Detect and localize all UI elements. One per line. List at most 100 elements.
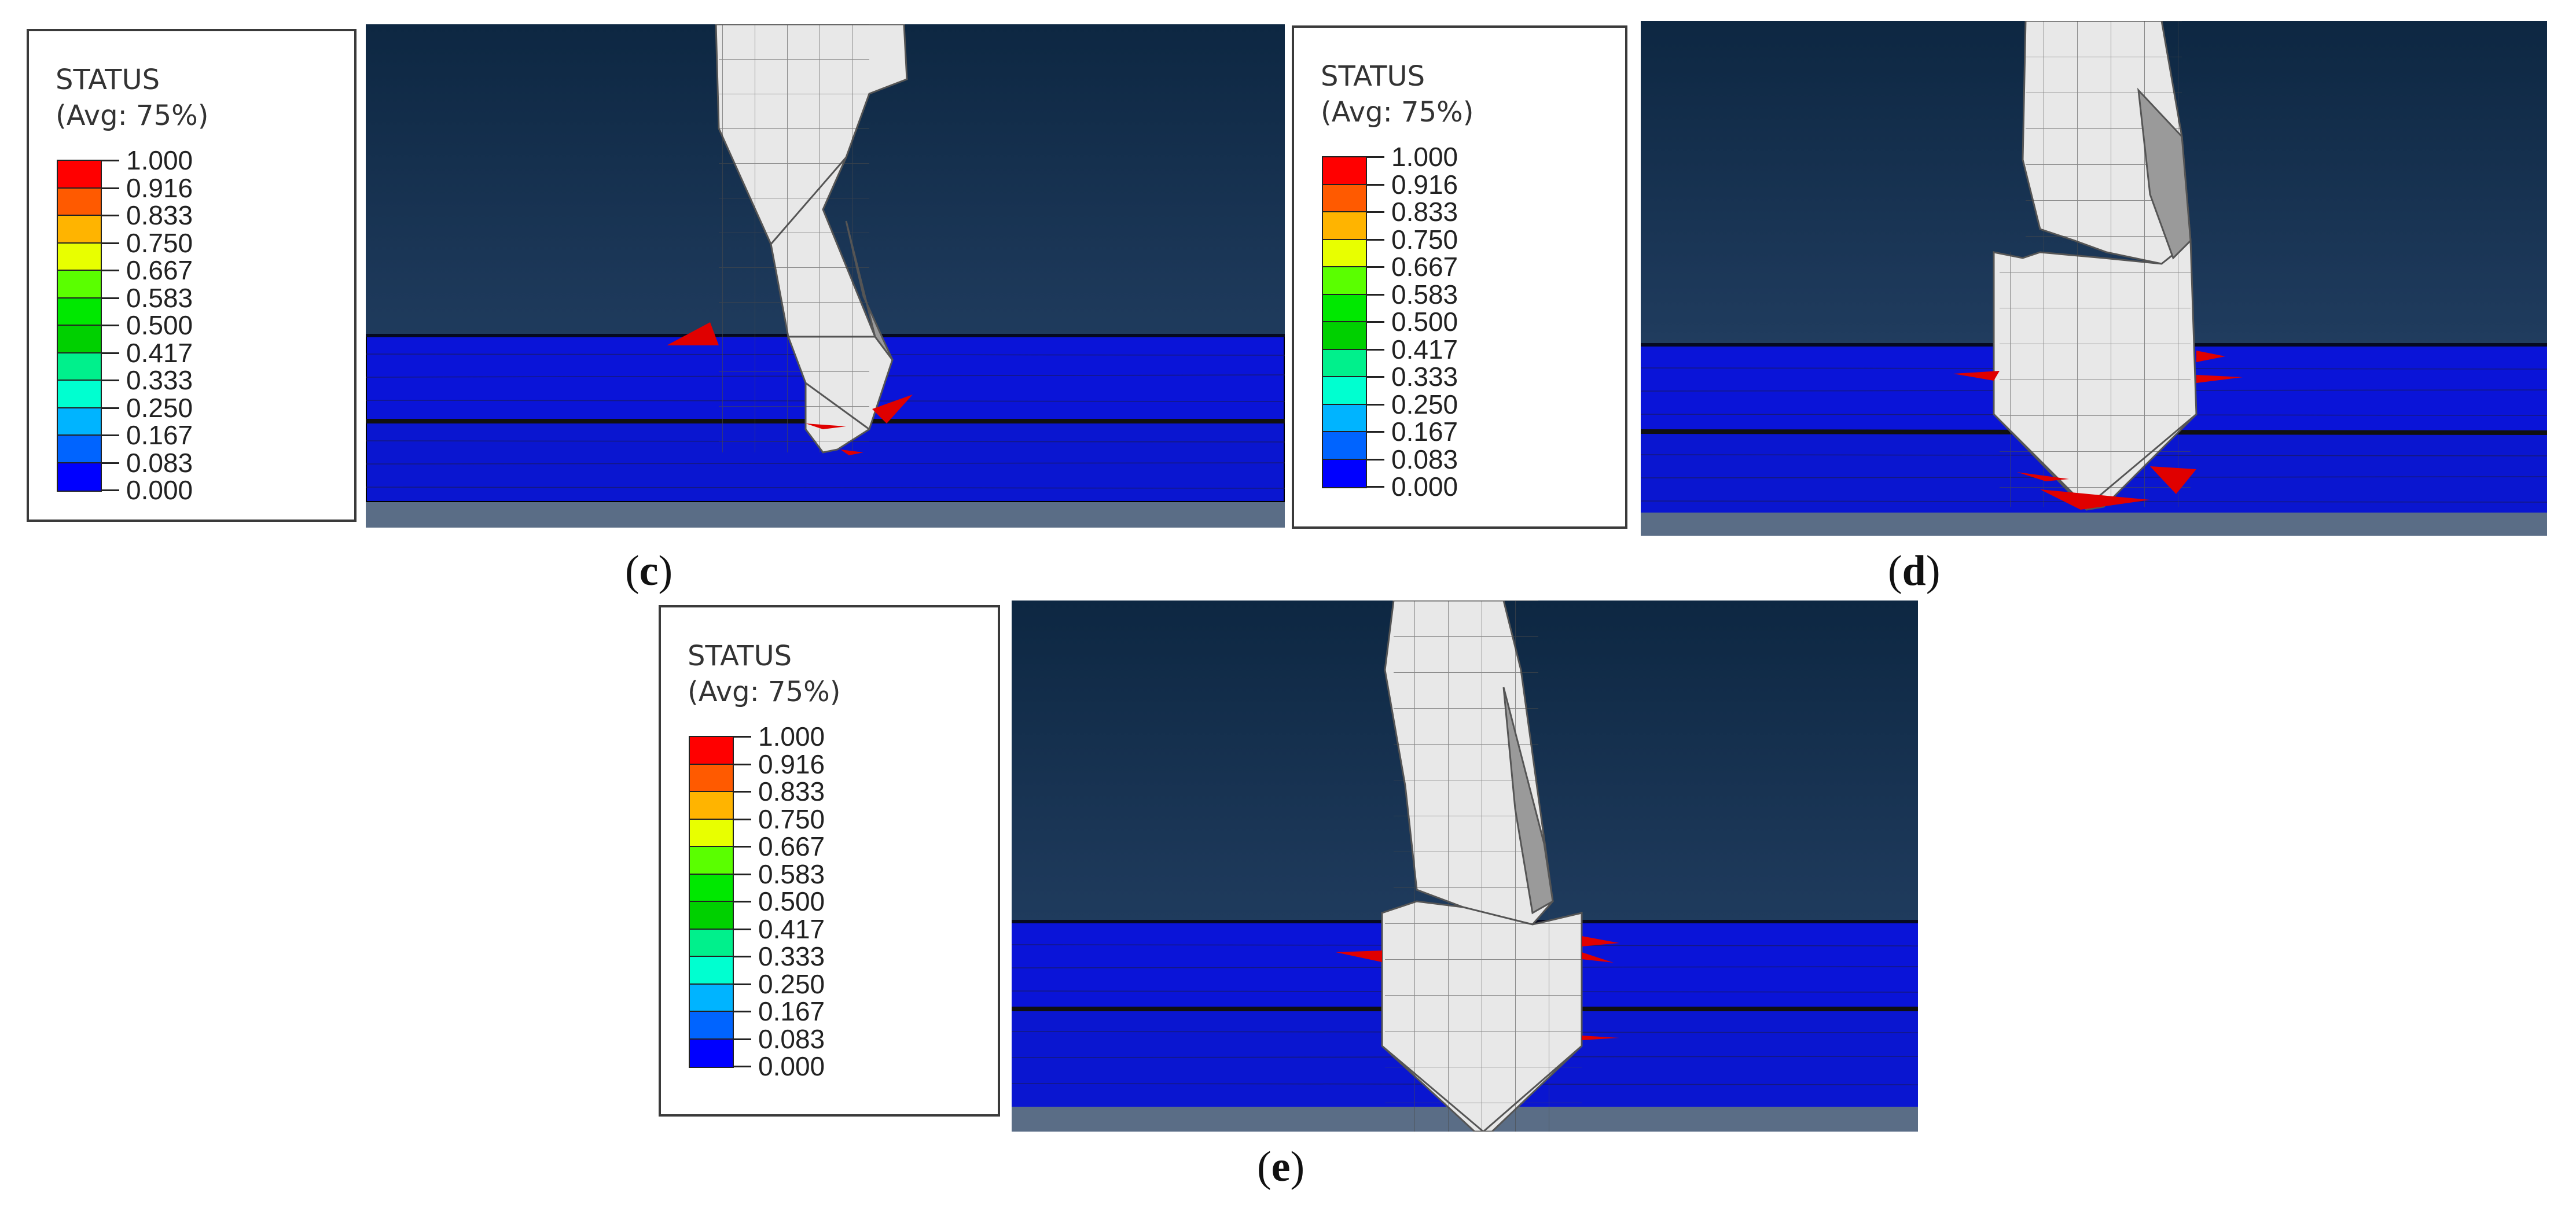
legend-title: STATUS [688,640,792,672]
legend-tick [102,352,119,354]
legend-avg: (Avg: 75%) [56,100,209,132]
legend-swatch [1323,432,1366,460]
legend-tick [102,215,119,216]
legend-color-bar [1322,156,1367,488]
legend-tick [734,763,751,765]
drill-bit [715,24,908,454]
legend-tick [1367,238,1384,241]
legend-tick [734,818,751,820]
caption-d: (d) [1888,547,1941,595]
legend-tick [102,434,119,436]
legend-value: 0.750 [1391,224,1458,255]
legend-value: 0.000 [758,1051,825,1081]
status-legend-d: STATUS (Avg: 75%) 1.000 0.916 0.833 0.750 0.… [1292,25,1627,529]
legend-swatch [58,408,101,436]
legend-swatch [58,381,101,408]
legend-swatch [1323,267,1366,295]
legend-swatch [1323,404,1366,432]
legend-swatch [690,847,733,875]
status-legend-c: STATUS (Avg: 75%) 1.000 0.916 0.833 0.750 0.… [27,29,357,522]
drill-bit [1993,21,2197,511]
legend-tick [734,1011,751,1012]
damage-zones [1953,351,2243,510]
legend-value: 0.750 [758,804,825,834]
simulation-panel-d [1641,21,2547,536]
legend-swatch [690,737,733,765]
legend-swatch [690,874,733,902]
legend-swatch [58,298,101,326]
legend-value: 0.916 [1391,169,1458,200]
legend-value: 1.000 [126,145,193,175]
legend-tick [734,956,751,957]
legend-color-bar [689,736,734,1068]
legend-tick [102,242,119,244]
legend-tick [102,297,119,299]
legend-value: 0.167 [758,996,825,1026]
simulation-panel-e [1012,601,1918,1132]
base-plate [366,502,1285,528]
legend-value: 0.083 [1391,444,1458,474]
caption-c: (c) [625,547,673,595]
legend-tick [734,846,751,848]
legend-value: 0.667 [1391,252,1458,282]
legend-title: STATUS [1321,60,1425,93]
legend-value: 1.000 [1391,142,1458,172]
legend-tick [102,462,119,464]
legend-value: 1.000 [758,721,825,751]
legend-swatch [58,463,101,491]
legend-value: 0.667 [758,831,825,861]
legend-value: 0.500 [126,310,193,340]
legend-swatch [1323,157,1366,185]
legend-tick [1367,486,1384,488]
legend-tick [1367,376,1384,378]
legend-swatch [58,188,101,216]
legend-value: 0.583 [758,859,825,889]
legend-swatch [1323,349,1366,377]
legend-value: 0.417 [1391,334,1458,364]
legend-swatch [58,243,101,271]
legend-tick [102,489,119,491]
legend-color-bar [57,160,102,492]
legend-swatch [690,957,733,985]
legend-value: 0.667 [126,255,193,285]
legend-value: 0.417 [758,913,825,944]
legend-value: 0.916 [126,172,193,203]
legend-tick [1367,211,1384,213]
legend-tick [1367,293,1384,296]
legend-value: 0.417 [126,337,193,368]
legend-value: 0.333 [126,365,193,395]
legend-tick [1367,348,1384,351]
legend-tick [102,187,119,189]
legend-swatch [58,326,101,353]
legend-swatch [690,929,733,957]
legend-value: 0.333 [1391,362,1458,392]
legend-avg: (Avg: 75%) [1321,96,1474,128]
legend-swatch [690,1039,733,1067]
legend-value: 0.583 [126,282,193,313]
legend-tick [734,901,751,902]
legend-swatch [690,902,733,930]
legend-swatch [58,353,101,381]
legend-swatch [1323,459,1366,487]
legend-tick [734,736,751,738]
legend-tick [734,791,751,793]
legend-title: STATUS [56,64,160,96]
legend-value: 0.333 [758,941,825,971]
legend-swatch [58,216,101,244]
legend-swatch [1323,377,1366,405]
legend-tick [734,1066,751,1067]
legend-swatch [58,436,101,463]
legend-value: 0.167 [126,420,193,450]
legend-tick [102,270,119,271]
legend-swatch [1323,185,1366,212]
legend-value: 0.250 [1391,389,1458,419]
legend-tick [1367,321,1384,323]
legend-tick [102,160,119,161]
simulation-panel-c [366,24,1285,528]
legend-swatch [690,819,733,847]
legend-value: 0.083 [758,1023,825,1054]
caption-e: (e) [1257,1143,1305,1191]
damage-zones [667,322,913,455]
legend-swatch [1323,294,1366,322]
status-legend-e: STATUS (Avg: 75%) 1.000 0.916 0.833 0.750 0.… [659,605,1000,1117]
